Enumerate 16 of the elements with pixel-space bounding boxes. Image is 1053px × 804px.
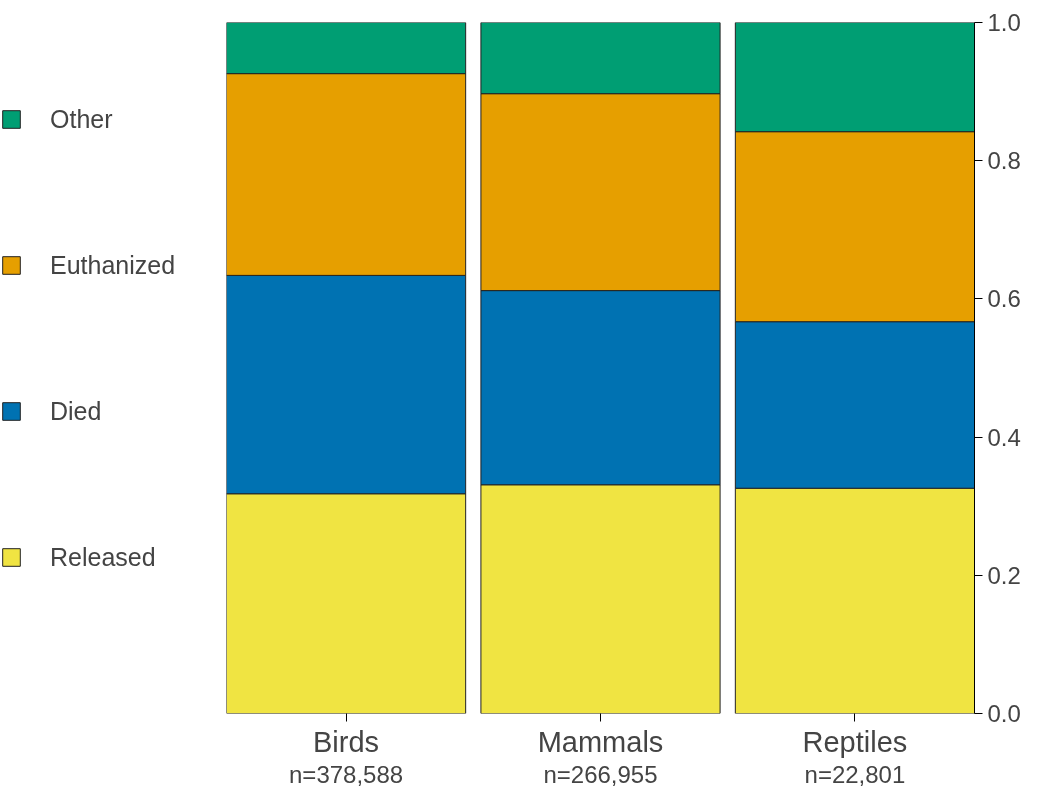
y-tick-label: 0.4	[987, 423, 1021, 451]
text: n=378,588	[289, 760, 404, 788]
y-tick-label: 0.2	[987, 561, 1021, 589]
legend-label: Euthanized	[50, 249, 176, 281]
legend-label: Other	[50, 103, 113, 135]
y-tick-label: 0.6	[987, 285, 1021, 313]
x-tick-label: Birds	[313, 725, 380, 758]
x-tick-label: Reptiles	[802, 725, 908, 758]
legend-label: Released	[50, 541, 156, 573]
y-tick-label: 0.8	[987, 147, 1021, 175]
legend-label: Died	[50, 395, 102, 427]
y-tick-label: 0.0	[987, 700, 1021, 727]
y-tick-label: 1.0	[987, 9, 1021, 36]
x-tick-label: Mammals	[537, 725, 664, 758]
text: n=266,955	[543, 760, 658, 788]
text: n=22,801	[804, 760, 906, 788]
